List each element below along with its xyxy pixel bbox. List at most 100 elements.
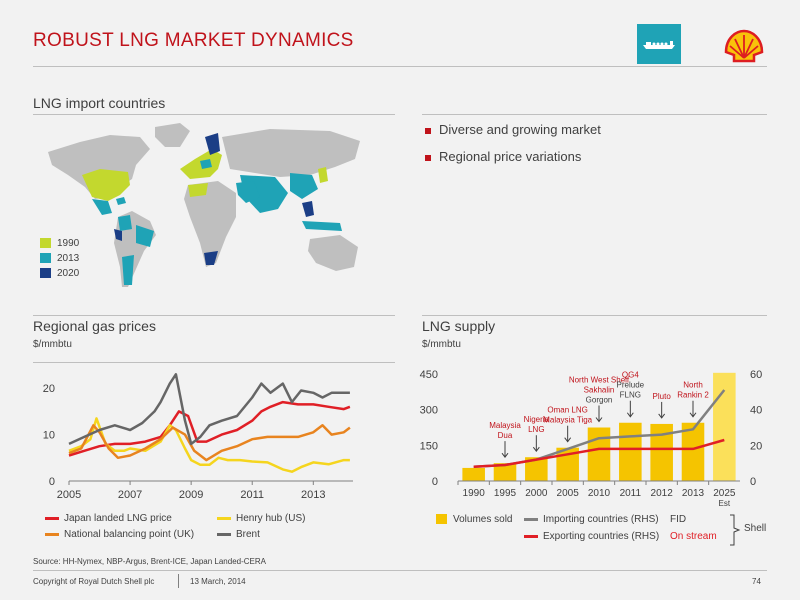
x-tick-label: 2007	[118, 489, 142, 501]
middle-east-2013	[236, 181, 260, 203]
x-tick-label: 2011	[620, 488, 642, 499]
prices-plot-rule	[33, 362, 395, 363]
legend-on-stream: On stream	[670, 531, 717, 542]
annotation-arrowhead	[501, 452, 509, 459]
greenland-land	[155, 123, 190, 147]
x-tick-label: 2012	[651, 488, 674, 499]
bullet-item-2: Regional price variations	[425, 149, 581, 164]
y-left-tick-label: 450	[420, 369, 438, 381]
annotation-label: Oman LNG	[547, 406, 587, 415]
copyright-text: Copyright of Royal Dutch Shell plc	[33, 577, 155, 586]
caribbean-2013	[116, 197, 126, 205]
annotation-label: Dua	[498, 431, 513, 440]
legend-item-henry-hub: Henry hub (US)	[217, 513, 305, 524]
legend-item-1990: 1990	[40, 238, 79, 253]
mexico-2013	[92, 199, 112, 215]
bullet-marker	[425, 154, 431, 161]
volume-bar	[619, 422, 642, 481]
shell-brace	[730, 514, 741, 546]
x-tick-label: 1990	[463, 488, 486, 499]
x-tick-label: 2013	[682, 488, 705, 499]
map-panel-title: LNG import countries	[33, 95, 166, 111]
argentina-chile-2013	[122, 255, 134, 285]
annotation-label: Nigeria	[524, 415, 550, 424]
annotation-label: Sakhalin	[584, 386, 615, 395]
title-divider	[33, 66, 767, 67]
russia-land	[222, 129, 360, 177]
legend-line-exporting	[524, 534, 538, 538]
y-right-tick-label: 40	[750, 405, 762, 417]
supply-legend: Volumes sold Importing countries (RHS) E…	[436, 513, 776, 549]
legend-shell: Shell	[744, 523, 767, 534]
peru-2020	[114, 229, 122, 241]
world-map	[40, 117, 370, 307]
footer-divider	[33, 570, 767, 571]
prices-unit-label: $/mmbtu	[33, 339, 72, 350]
annotation-label: QG4	[622, 371, 639, 380]
legend-label-japan: Japan landed LNG price	[64, 513, 172, 524]
y-tick-label: 10	[43, 430, 55, 442]
y-left-tick-label: 0	[432, 476, 438, 488]
annotation-arrowhead	[595, 417, 603, 423]
x-tick-label: 2013	[301, 489, 325, 501]
china-2013	[290, 173, 318, 199]
legend-label-henry-hub: Henry hub (US)	[236, 513, 306, 524]
volume-bar	[713, 372, 736, 481]
south-africa-2020	[204, 251, 218, 265]
page-title: ROBUST LNG MARKET DYNAMICS	[33, 30, 354, 51]
legend-label-1990: 1990	[57, 238, 80, 249]
supply-chart: 0 150 300 450 0 20 40 60 1990 1995 2000 2005 2010 201…	[420, 369, 763, 508]
y-left-tick-label: 300	[420, 405, 438, 417]
annotation-arrowhead	[658, 413, 666, 419]
legend-item-nbp: National balancing point (UK)	[45, 529, 194, 540]
annotation-arrowhead	[626, 412, 634, 418]
legend-label-nbp: National balancing point (UK)	[64, 529, 195, 540]
se-asia-2020	[302, 201, 314, 217]
annotation-label: Malaysia	[489, 421, 521, 430]
africa-land	[184, 181, 236, 267]
japan-1990	[318, 167, 328, 183]
prices-panel-top-rule	[33, 315, 395, 316]
legend-item-volumes: Volumes sold	[436, 514, 512, 525]
annotation-label: North	[683, 381, 703, 390]
y-right-tick-label: 0	[750, 476, 756, 488]
bullet-text-1: Diverse and growing market	[439, 122, 601, 137]
supply-panel-top-rule	[422, 315, 767, 316]
supply-panel-title: LNG supply	[422, 318, 496, 334]
annotation-arrowhead	[564, 437, 572, 443]
annotation-arrowhead	[689, 412, 697, 418]
legend-item-importing: Importing countries (RHS)	[524, 514, 659, 525]
legend-line-nbp	[45, 532, 59, 536]
volume-bar	[587, 427, 611, 481]
bullet-text-2: Regional price variations	[439, 149, 582, 164]
volume-bar	[681, 422, 705, 481]
supply-unit-label: $/mmbtu	[422, 339, 461, 350]
annotation-label: Malaysia Tiga	[543, 416, 592, 425]
legend-item-brent: Brent	[217, 529, 260, 540]
brazil-2013	[136, 225, 154, 247]
north-africa-1990	[188, 183, 208, 197]
volume-bar	[525, 457, 548, 481]
y-right-tick-label: 60	[750, 369, 762, 381]
usa-1990	[82, 169, 130, 201]
legend-item-2013: 2013	[40, 253, 79, 268]
x-tick-label: 2010	[588, 488, 611, 499]
source-note: Source: HH-Nymex, NBP-Argus, Brent-ICE, …	[33, 557, 266, 566]
annotation-label: Pluto	[653, 392, 672, 401]
annotation-label: North West Shelf	[569, 376, 630, 385]
x-tick-label: 1995	[494, 488, 517, 499]
legend-swatch-volumes	[436, 514, 447, 525]
legend-line-brent	[217, 532, 231, 536]
y-tick-label: 0	[49, 476, 55, 488]
legend-label-2013: 2013	[57, 253, 80, 264]
x-tick-label: 2025	[713, 488, 736, 499]
x-tick-label: 2000	[525, 488, 548, 499]
australia-land	[308, 235, 358, 271]
legend-item-2020: 2020	[40, 268, 79, 283]
x-tick-label: 2005	[557, 488, 580, 499]
annotation-label: FLNG	[620, 391, 641, 400]
legend-label-brent: Brent	[236, 529, 260, 540]
legend-swatch-1990	[40, 238, 51, 249]
legend-item-japan: Japan landed LNG price	[45, 513, 172, 524]
legend-label-2020: 2020	[57, 268, 80, 279]
